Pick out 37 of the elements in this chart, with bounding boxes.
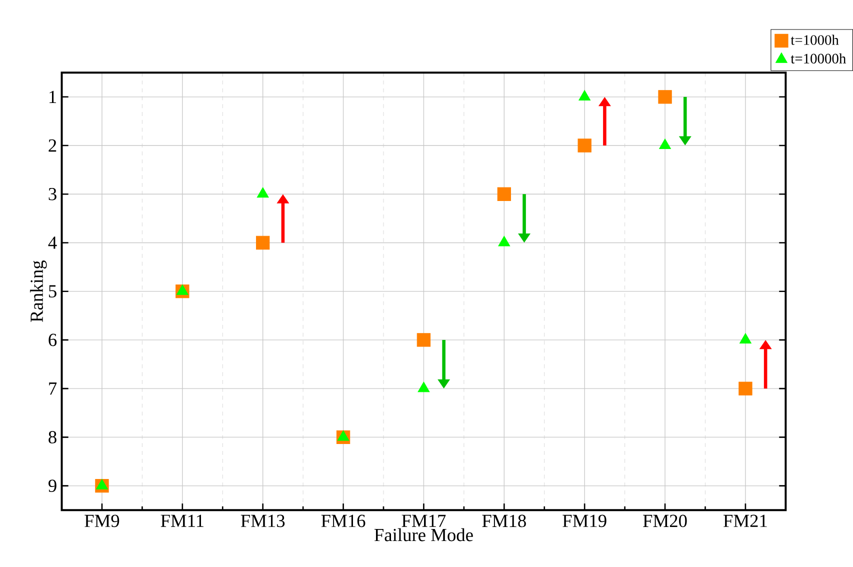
- y-tick-label: 2: [48, 140, 56, 152]
- x-tick-label: FM13: [240, 514, 285, 528]
- point: [256, 187, 269, 198]
- y-tick-label: 4: [48, 236, 57, 249]
- y-axis-title: Ranking: [30, 260, 47, 322]
- point: [418, 382, 430, 392]
- point: [740, 333, 752, 344]
- y-tick-label: 3: [48, 188, 56, 201]
- y-tick-label: 7: [49, 382, 57, 395]
- point: [659, 138, 671, 150]
- x-tick-label: FM9: [84, 514, 120, 528]
- x-tick-label: FM18: [482, 514, 526, 528]
- y-tick-label: 8: [48, 431, 56, 444]
- point: [337, 430, 350, 441]
- x-tick-label: FM16: [321, 514, 366, 528]
- y-tick-label: 6: [48, 334, 57, 346]
- point: [256, 236, 270, 250]
- legend-label: t=1000h: [790, 34, 839, 46]
- y-tick-label: 9: [48, 480, 56, 492]
- x-tick-label: FM20: [643, 514, 687, 528]
- point: [498, 236, 510, 246]
- x-tick-label: FM19: [562, 514, 606, 528]
- point: [578, 90, 591, 101]
- legend-label: t=10000h: [790, 54, 846, 64]
- x-axis-title: Failure Mode: [374, 528, 473, 542]
- point: [578, 138, 592, 153]
- point: [416, 333, 431, 347]
- point: [738, 382, 752, 396]
- point: [658, 90, 672, 104]
- point: [176, 284, 188, 296]
- x-tick-label: FM11: [160, 514, 204, 528]
- x-tick-label: FM21: [724, 514, 767, 528]
- point: [497, 187, 511, 202]
- y-tick-label: 5: [48, 285, 56, 298]
- point: [96, 479, 108, 490]
- x-tick-label: FM17: [402, 514, 446, 528]
- y-tick-label: 1: [50, 91, 56, 104]
